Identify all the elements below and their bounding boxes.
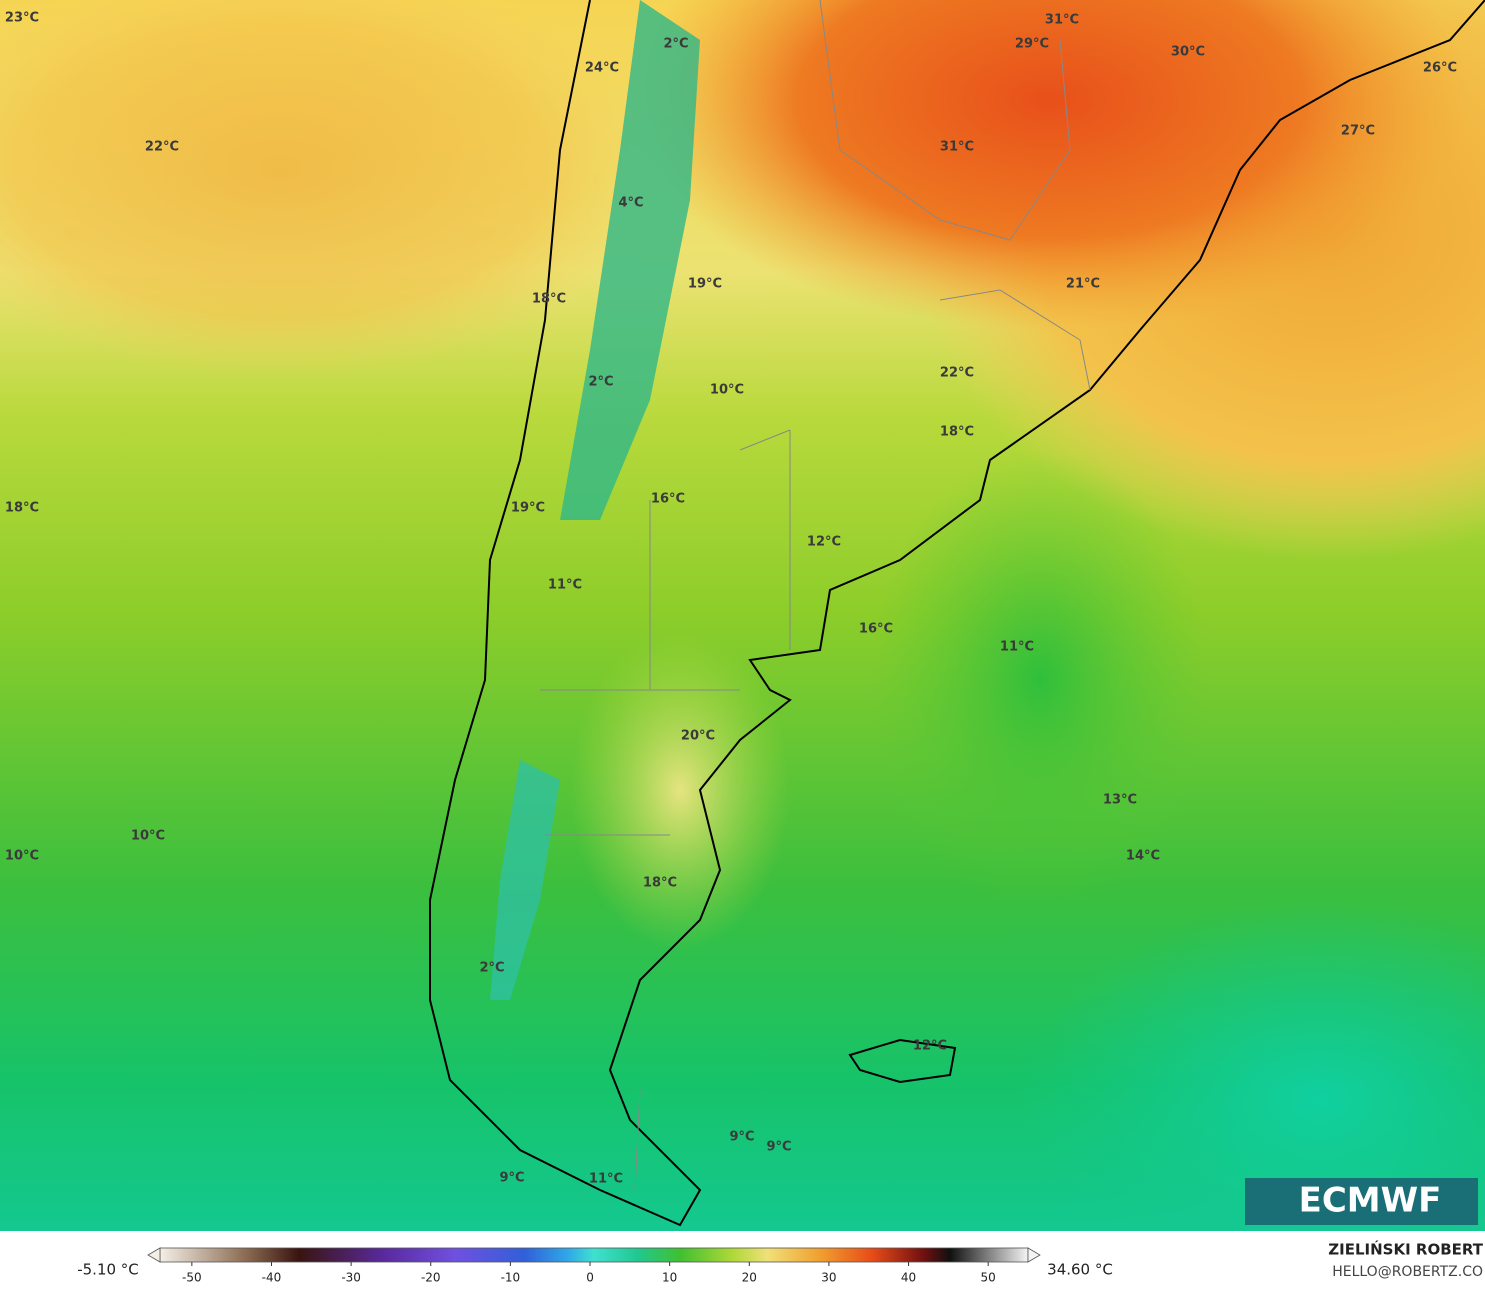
temperature-label: 27°C — [1341, 124, 1375, 139]
colorbar-tick-label: 40 — [901, 1271, 916, 1285]
temperature-label: 10°C — [710, 383, 744, 398]
temperature-label: 2°C — [588, 375, 613, 390]
contact: HELLO@ROBERTZ.CO — [1332, 1264, 1483, 1280]
colorbar-arrow — [147, 1247, 161, 1263]
temperature-label: 13°C — [1103, 793, 1137, 808]
temperature-label: 9°C — [766, 1140, 791, 1155]
temperature-label: 11°C — [589, 1172, 623, 1187]
temperature-label: 29°C — [1015, 37, 1049, 52]
temperature-label: 30°C — [1171, 45, 1205, 60]
temperature-label: 4°C — [618, 196, 643, 211]
colorbar-tick-label: 0 — [586, 1271, 594, 1285]
colorbar: -50 -40 -30 -20 -10 0 10 20 30 40 50 — [147, 1247, 1041, 1285]
temperature-label: 2°C — [479, 961, 504, 976]
temperature-label: 14°C — [1126, 849, 1160, 864]
temperature-label: 18°C — [5, 501, 39, 516]
temperature-label: 24°C — [585, 61, 619, 76]
colorbar-tick-label: 10 — [662, 1271, 677, 1285]
temperature-label: 18°C — [532, 292, 566, 307]
temperature-label: 10°C — [131, 829, 165, 844]
colorbar-tick-label: 20 — [742, 1271, 757, 1285]
temperature-label: 9°C — [499, 1171, 524, 1186]
temperature-label: 12°C — [913, 1039, 947, 1054]
temperature-label: 16°C — [859, 622, 893, 637]
temperature-label: 2°C — [663, 37, 688, 52]
colorbar-max-label: 34.60 °C — [1047, 1261, 1113, 1279]
colorbar-tick-label: -50 — [182, 1271, 202, 1285]
temperature-label: 19°C — [511, 501, 545, 516]
temperature-label: 22°C — [940, 366, 974, 381]
temperature-label: 23°C — [5, 11, 39, 26]
temperature-label: 26°C — [1423, 61, 1457, 76]
temperature-label: 31°C — [1045, 13, 1079, 28]
temperature-label: 19°C — [688, 277, 722, 292]
temperature-label: 21°C — [1066, 277, 1100, 292]
temperature-label: 16°C — [651, 492, 685, 507]
colorbar-min-label: -5.10 °C — [77, 1261, 139, 1279]
colorbar-tick-label: -40 — [262, 1271, 282, 1285]
colorbar-tick-label: -10 — [501, 1271, 521, 1285]
colorbar-arrow — [1027, 1247, 1041, 1263]
temperature-label: 18°C — [643, 876, 677, 891]
temperature-label: 12°C — [807, 535, 841, 550]
colorbar-tick-label: -30 — [341, 1271, 361, 1285]
temperature-label: 9°C — [729, 1130, 754, 1145]
temperature-label: 20°C — [681, 729, 715, 744]
logo: ECMWF — [1245, 1178, 1478, 1225]
temperature-label: 11°C — [548, 578, 582, 593]
colorbar-tick-label: 30 — [821, 1271, 836, 1285]
temperature-labels: 23°C 24°C 2°C 31°C 29°C 30°C 26°C 22°C 27°C 31°C 4… — [5, 11, 1457, 1187]
temperature-label: 31°C — [940, 140, 974, 155]
colorbar-body — [159, 1247, 1029, 1263]
temperature-label: 11°C — [1000, 640, 1034, 655]
colorbar-tick-label: 50 — [981, 1271, 996, 1285]
author: ZIELIŃSKI ROBERT — [1328, 1240, 1483, 1259]
logo-text: ECMWF — [1299, 1181, 1442, 1221]
temperature-label: 18°C — [940, 425, 974, 440]
temperature-label: 22°C — [145, 140, 179, 155]
colorbar-tick-label: -20 — [421, 1271, 441, 1285]
temperature-label: 10°C — [5, 849, 39, 864]
